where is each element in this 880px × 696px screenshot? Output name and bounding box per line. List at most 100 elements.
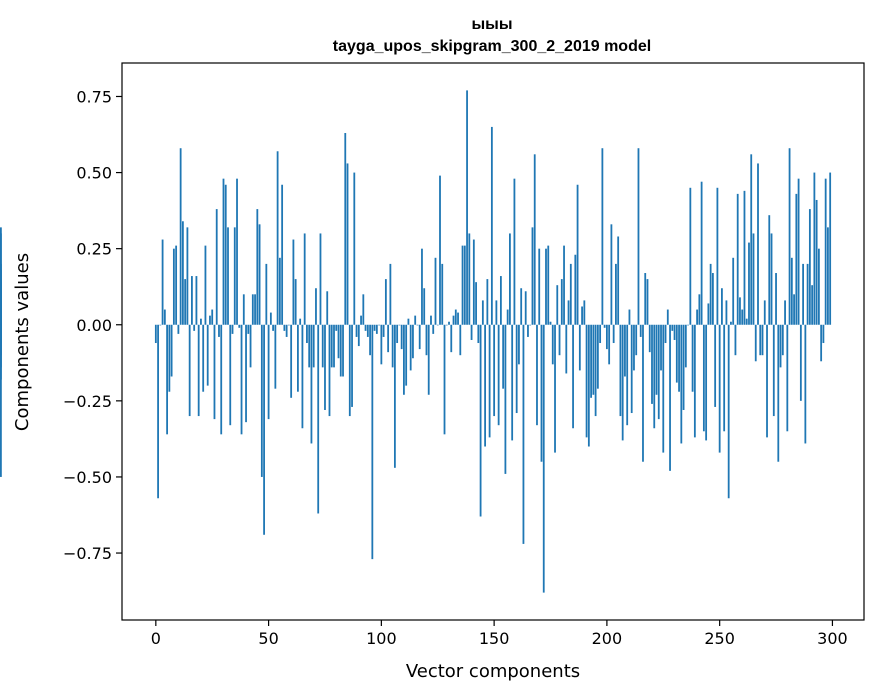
bar-series — [0, 90, 832, 593]
bar — [389, 263, 392, 325]
bar — [651, 324, 653, 404]
bar — [324, 324, 326, 410]
bar — [750, 154, 753, 325]
bar — [605, 324, 608, 350]
bar — [375, 324, 378, 334]
bar — [405, 324, 408, 386]
bar — [626, 324, 629, 426]
bar — [621, 324, 624, 441]
bar — [666, 309, 669, 325]
bar — [788, 148, 791, 325]
bar — [524, 291, 527, 325]
bar — [333, 324, 335, 368]
bar — [430, 315, 432, 325]
bar — [639, 324, 642, 337]
bar — [425, 324, 428, 356]
bar — [714, 324, 717, 407]
bar — [779, 324, 782, 368]
bar — [752, 233, 755, 325]
bar — [488, 324, 491, 438]
bar — [790, 257, 793, 325]
bar — [184, 279, 187, 325]
bar — [511, 324, 514, 441]
bar — [468, 233, 471, 325]
bar — [551, 324, 554, 365]
bar — [0, 269, 2, 325]
bar — [664, 324, 667, 344]
bar — [795, 193, 798, 325]
bar — [802, 263, 804, 325]
bar — [716, 187, 719, 325]
bar — [463, 245, 466, 325]
bar — [624, 324, 626, 377]
bar — [170, 324, 173, 377]
bar — [443, 324, 446, 435]
bar — [412, 324, 414, 359]
bar — [648, 324, 651, 353]
bar — [721, 288, 723, 325]
bar — [642, 324, 644, 462]
bar — [594, 324, 597, 417]
bar — [382, 324, 385, 337]
bar — [770, 233, 773, 325]
bar — [628, 309, 631, 325]
bar — [565, 324, 568, 374]
bar — [378, 324, 380, 326]
bar — [299, 318, 302, 325]
bar — [637, 148, 640, 325]
bar — [820, 324, 823, 362]
bar — [312, 324, 315, 368]
bar — [276, 151, 279, 325]
bar — [619, 324, 622, 417]
bar — [272, 324, 274, 331]
x-tick-label: 100 — [366, 629, 397, 648]
bar — [590, 324, 592, 398]
bar — [193, 324, 196, 331]
bar — [472, 239, 475, 325]
x-tick-label: 150 — [479, 629, 510, 648]
bar — [179, 148, 182, 325]
bar — [808, 209, 811, 325]
bar — [484, 324, 486, 447]
bar — [256, 209, 259, 325]
bar — [567, 300, 570, 325]
bar — [784, 300, 786, 325]
bar — [344, 133, 347, 325]
bar — [461, 245, 464, 325]
bar — [560, 279, 563, 325]
bar — [457, 312, 459, 325]
bar — [439, 175, 441, 325]
bar — [154, 324, 157, 344]
bar — [416, 324, 419, 326]
bar — [357, 324, 360, 347]
bar — [0, 324, 2, 477]
bar — [319, 233, 322, 325]
bar — [691, 324, 694, 392]
x-tick-label: 50 — [258, 629, 278, 648]
bar — [529, 324, 532, 326]
bar — [175, 245, 178, 325]
bar — [558, 324, 561, 356]
bar — [497, 324, 500, 426]
bar — [748, 242, 750, 325]
bar — [698, 294, 701, 325]
y-axis-ticks: −0.75 −0.50 −0.25 0.00 0.25 0.50 0.75 — [63, 87, 122, 563]
bar — [260, 324, 263, 477]
bar — [398, 324, 401, 326]
bar — [797, 178, 800, 325]
bar — [531, 227, 534, 325]
bar — [247, 324, 250, 334]
bar — [633, 324, 635, 371]
bar — [224, 184, 227, 325]
bar — [278, 257, 281, 325]
bar — [418, 324, 421, 350]
bar — [680, 324, 683, 444]
bar — [459, 324, 462, 356]
bar — [763, 300, 766, 325]
bar — [827, 227, 829, 325]
bar — [159, 324, 162, 326]
bar — [682, 324, 685, 410]
bar — [393, 324, 396, 468]
bar — [671, 324, 674, 331]
